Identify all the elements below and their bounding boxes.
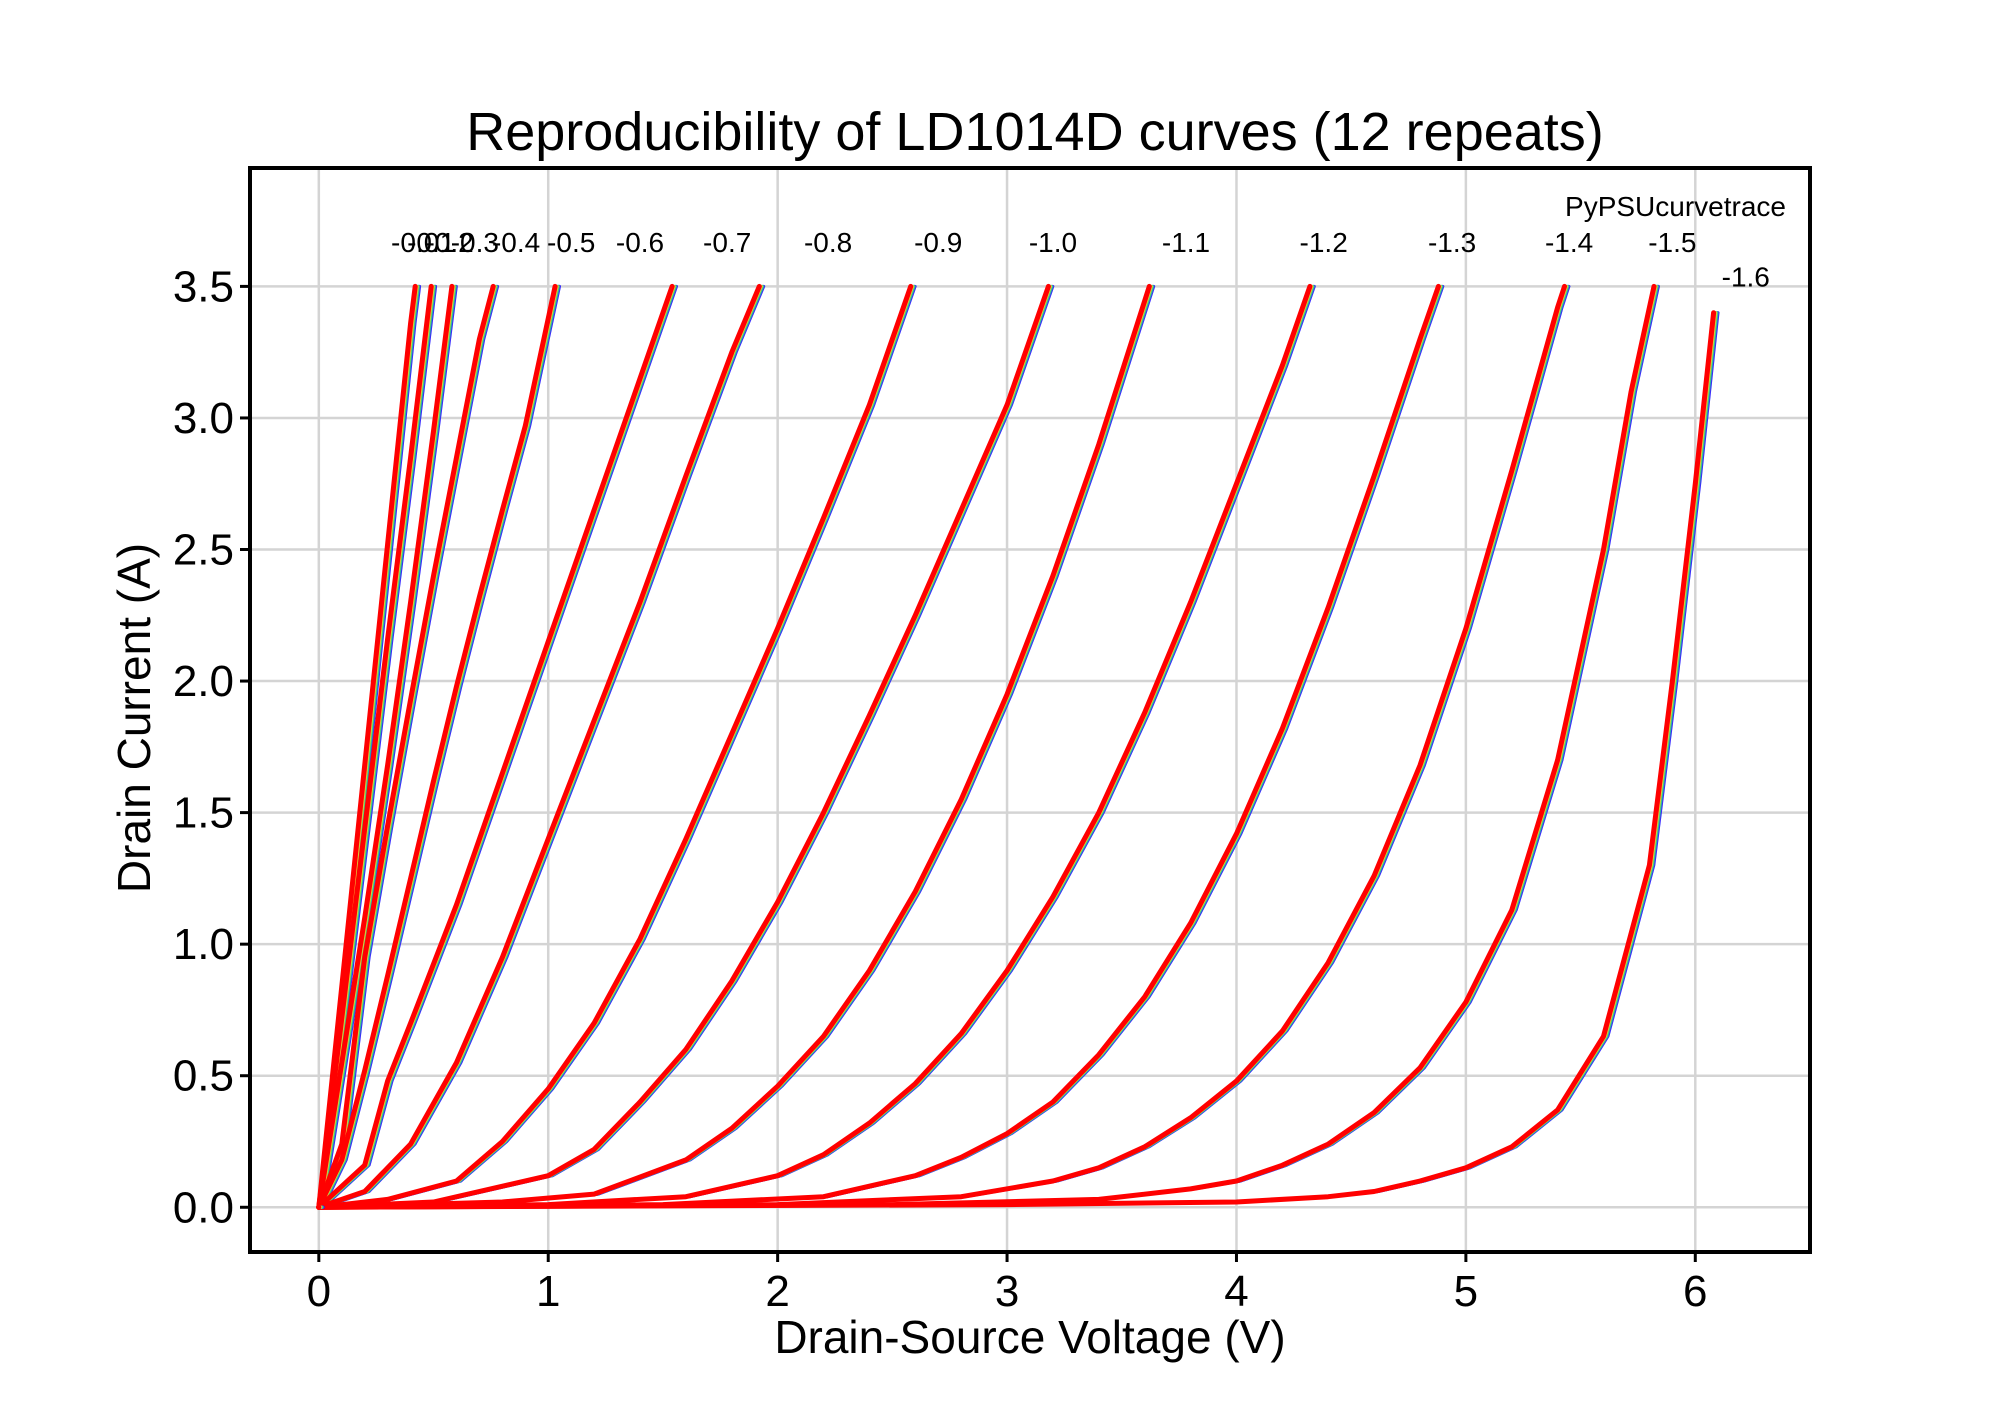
curve-label: -1.2 bbox=[1300, 227, 1348, 258]
curve-labels: -0.0-0.1-0.2-0.3-0.4 -0.5 -0.6 -0.7 -0.8 -0.9… bbox=[391, 227, 1770, 292]
y-tick-label: 0.5 bbox=[173, 1052, 234, 1101]
y-tick-label: 1.0 bbox=[173, 920, 234, 969]
curve-line bbox=[316, 283, 558, 1210]
curve-line bbox=[316, 283, 1313, 1210]
y-tick-label: 2.0 bbox=[173, 657, 234, 706]
curve-label: -1.1 bbox=[1162, 227, 1210, 258]
y-tick-label: 3.5 bbox=[173, 262, 234, 311]
chart-title: Reproducibility of LD1014D curves (12 re… bbox=[466, 102, 1604, 162]
y-tick-label: 1.5 bbox=[173, 789, 234, 838]
ticks: 0 1 2 3 4 5 6 0.0 0.5 1.0 1.5 2.0 2.5 3.0 3.5 bbox=[173, 262, 1708, 1316]
curve-label: -0.5 bbox=[547, 227, 595, 258]
curve-group bbox=[316, 283, 1445, 1210]
curve-label: -0.4 bbox=[492, 227, 540, 258]
y-axis-label: Drain Current (A) bbox=[108, 543, 160, 893]
y-tick-label: 0.0 bbox=[173, 1183, 234, 1232]
curve-label: -1.5 bbox=[1648, 227, 1696, 258]
curve-label: -1.6 bbox=[1722, 261, 1770, 292]
x-axis-label: Drain-Source Voltage (V) bbox=[774, 1311, 1285, 1363]
curve-group bbox=[316, 283, 1316, 1210]
curve-group bbox=[316, 283, 678, 1210]
y-tick-label: 3.0 bbox=[173, 394, 234, 443]
x-tick-label: 4 bbox=[1224, 1267, 1248, 1316]
curve-group bbox=[316, 283, 766, 1210]
curve-line bbox=[316, 283, 1657, 1210]
curve-line bbox=[316, 283, 1152, 1210]
curve-group bbox=[316, 283, 1571, 1210]
curve-group bbox=[316, 283, 458, 1210]
plot-frame bbox=[248, 166, 1812, 1254]
watermark-label: PyPSUcurvetrace bbox=[1565, 191, 1786, 222]
curve-group bbox=[316, 283, 1660, 1210]
x-tick-label: 1 bbox=[536, 1267, 560, 1316]
curve-label: -0.3 bbox=[451, 227, 499, 258]
curve-label: -0.9 bbox=[914, 227, 962, 258]
curve-line bbox=[316, 283, 434, 1210]
curve-line bbox=[316, 283, 1567, 1210]
curve-line bbox=[316, 283, 1441, 1210]
curve-label: -0.1 bbox=[407, 227, 455, 258]
curve-line bbox=[316, 283, 762, 1210]
x-tick-label: 3 bbox=[995, 1267, 1019, 1316]
curve-line bbox=[316, 283, 455, 1210]
x-tick-label: 2 bbox=[765, 1267, 789, 1316]
curves bbox=[316, 283, 1720, 1210]
curve-label: -0.0 bbox=[391, 227, 439, 258]
curve-group bbox=[316, 283, 561, 1210]
x-tick-label: 6 bbox=[1683, 1267, 1707, 1316]
curve-label: -0.2 bbox=[425, 227, 473, 258]
curve-line bbox=[316, 283, 1051, 1210]
curve-group bbox=[316, 283, 1156, 1210]
x-tick-label: 5 bbox=[1454, 1267, 1478, 1316]
curve-line bbox=[316, 283, 496, 1210]
curve-group bbox=[316, 283, 500, 1210]
curve-label: -1.3 bbox=[1428, 227, 1476, 258]
curve-label: -1.0 bbox=[1029, 227, 1077, 258]
curve-line bbox=[316, 283, 914, 1210]
curve-group bbox=[316, 310, 1720, 1210]
x-tick-label: 0 bbox=[307, 1267, 331, 1316]
curve-label: -1.4 bbox=[1545, 227, 1593, 258]
curve-label: -0.8 bbox=[804, 227, 852, 258]
curve-label: -0.6 bbox=[616, 227, 664, 258]
curve-label: -0.7 bbox=[703, 227, 751, 258]
curve-group bbox=[316, 283, 917, 1210]
curve-line bbox=[316, 310, 1717, 1210]
y-tick-label: 2.5 bbox=[173, 526, 234, 575]
curve-group bbox=[316, 283, 1055, 1210]
curve-line bbox=[316, 283, 675, 1210]
